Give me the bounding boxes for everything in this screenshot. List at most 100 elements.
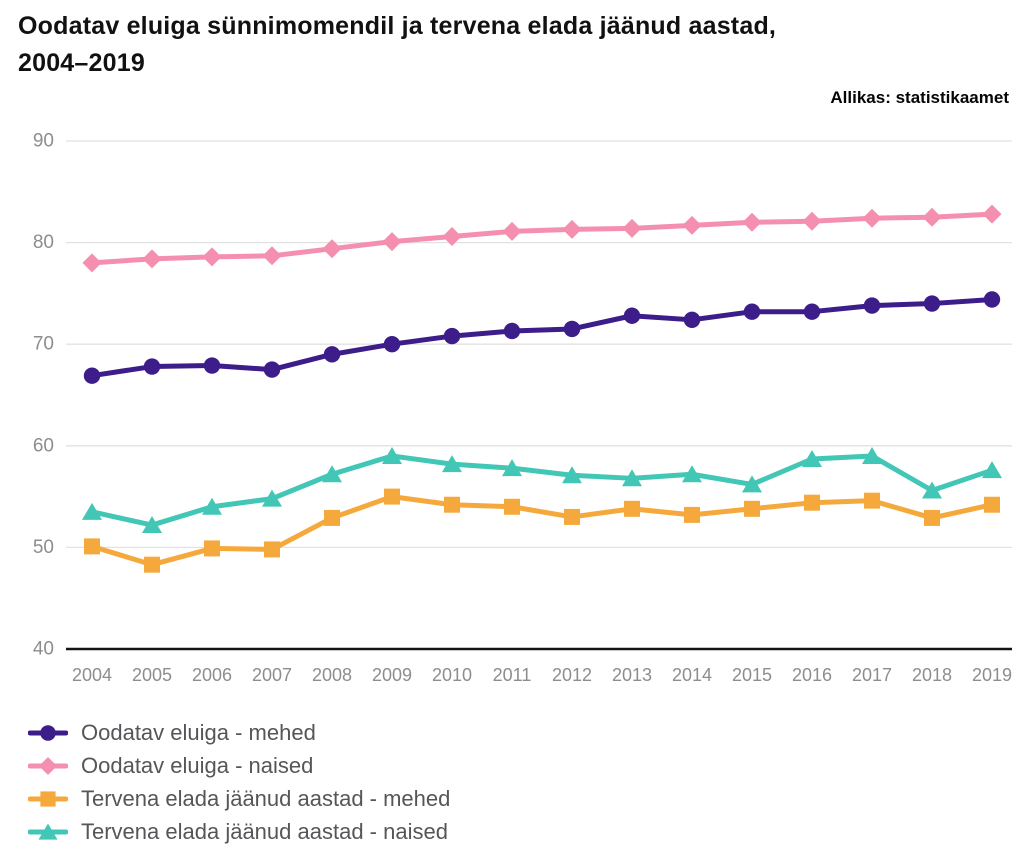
x-tick-label: 2009 [372, 665, 412, 685]
page-title: Oodatav eluiga sünnimomendil ja tervena … [18, 12, 777, 77]
data-point-marker [264, 541, 280, 558]
data-point-marker [382, 232, 402, 252]
x-tick-label: 2016 [792, 665, 832, 685]
data-point-marker [862, 446, 882, 464]
y-tick-label: 50 [33, 537, 54, 558]
data-point-marker [203, 357, 221, 374]
data-point-marker [384, 488, 400, 505]
series-line [89, 211, 995, 266]
data-point-marker [84, 538, 100, 555]
data-point-marker [262, 489, 282, 507]
x-tick-label: 2010 [432, 665, 472, 685]
x-tick-label: 2004 [72, 665, 112, 685]
data-point-marker [742, 475, 762, 493]
line-diamond-marker-icon [27, 756, 69, 776]
x-tick-label: 2008 [312, 665, 352, 685]
data-point-marker [443, 327, 461, 345]
data-point-marker [623, 307, 641, 324]
legend-swatch-graphic [27, 790, 69, 807]
y-tick-label: 40 [33, 639, 54, 660]
data-point-marker [262, 246, 282, 266]
legend-item-oodatav-eluiga-mehed[interactable]: Oodatav eluiga - mehed [27, 716, 450, 749]
line-chart-plot-area: 90 80 70 60 50 40 2004 2005 2006 2007 2008 2009 2010… [33, 131, 1012, 686]
x-tick-label: 2012 [552, 665, 592, 685]
series-line [89, 494, 995, 568]
data-point-marker [983, 291, 1001, 308]
legend-swatch-graphic [27, 822, 69, 840]
x-tick-label: 2005 [132, 665, 172, 685]
data-point-marker [984, 496, 1000, 513]
series-line [89, 296, 995, 379]
x-tick-label: 2007 [252, 665, 292, 685]
data-point-marker [442, 227, 462, 247]
data-point-marker [562, 466, 582, 484]
legend-item-oodatav-eluiga-naised[interactable]: Oodatav eluiga - naised [27, 749, 450, 782]
data-point-marker [142, 516, 162, 534]
data-point-marker [982, 204, 1002, 224]
data-point-marker [143, 358, 161, 375]
legend-swatch-marker [40, 790, 56, 807]
line-square-marker-icon [27, 789, 69, 809]
data-point-marker [683, 311, 701, 329]
data-point-marker [83, 367, 101, 384]
legend-swatch-graphic [27, 756, 69, 775]
series-line [89, 453, 995, 528]
legend-swatch-marker [38, 822, 58, 840]
data-point-marker [502, 221, 522, 241]
data-point-marker [744, 500, 760, 517]
x-tick-label: 2019 [972, 665, 1012, 685]
legend-swatch-marker [40, 724, 56, 741]
data-point-marker [204, 540, 220, 557]
x-tick-label: 2013 [612, 665, 652, 685]
legend-item-tervena-aastad-naised[interactable]: Tervena elada jäänud aastad - naised [27, 815, 450, 848]
data-point-marker [202, 247, 222, 267]
data-point-marker [503, 322, 521, 340]
data-point-marker [863, 297, 881, 314]
data-point-marker [82, 253, 102, 273]
legend-label: Oodatav eluiga - naised [81, 752, 314, 778]
data-point-marker [442, 455, 462, 473]
data-point-marker [622, 218, 642, 238]
legend-label: Tervena elada jäänud aastad - mehed [81, 785, 451, 811]
data-point-marker [802, 211, 822, 231]
legend-swatch-marker [38, 756, 58, 775]
data-point-marker [142, 249, 162, 269]
data-point-marker [864, 492, 880, 509]
x-tick-label: 2015 [732, 665, 772, 685]
line-circle-marker-icon [27, 723, 69, 743]
data-point-marker [684, 506, 700, 523]
data-point-marker [922, 481, 942, 499]
x-tick-label: 2018 [912, 665, 952, 685]
data-point-marker [322, 465, 342, 483]
data-point-marker [802, 450, 822, 468]
x-tick-label: 2011 [493, 665, 532, 685]
data-point-marker [322, 239, 342, 259]
data-point-marker [862, 208, 882, 228]
data-point-marker [924, 509, 940, 526]
data-point-marker [383, 336, 401, 353]
x-tick-label: 2006 [192, 665, 232, 685]
data-point-marker [444, 496, 460, 513]
x-tick-label: 2017 [852, 665, 892, 685]
data-point-marker [682, 215, 702, 235]
data-point-marker [743, 303, 761, 320]
y-tick-label: 60 [33, 435, 54, 456]
data-point-marker [502, 459, 522, 477]
source-attribution: Allikas: statistikaamet [830, 88, 1009, 107]
chart-legend: Oodatav eluiga - mehed Oodatav eluiga - … [27, 716, 451, 848]
y-tick-label: 70 [33, 334, 54, 355]
data-point-marker [324, 509, 340, 526]
data-point-marker [682, 465, 702, 483]
x-tick-label: 2014 [672, 665, 712, 685]
data-point-marker [803, 303, 821, 320]
legend-label: Oodatav eluiga - mehed [81, 719, 316, 745]
legend-label: Tervena elada jäänud aastad - naised [81, 818, 448, 844]
data-point-marker [323, 346, 341, 363]
legend-swatch-graphic [27, 724, 69, 741]
legend-item-tervena-aastad-mehed[interactable]: Tervena elada jäänud aastad - mehed [27, 782, 451, 815]
line-triangle-marker-icon [27, 822, 69, 842]
data-point-marker [922, 207, 942, 227]
data-point-marker [564, 508, 580, 525]
y-tick-label: 80 [33, 232, 54, 253]
